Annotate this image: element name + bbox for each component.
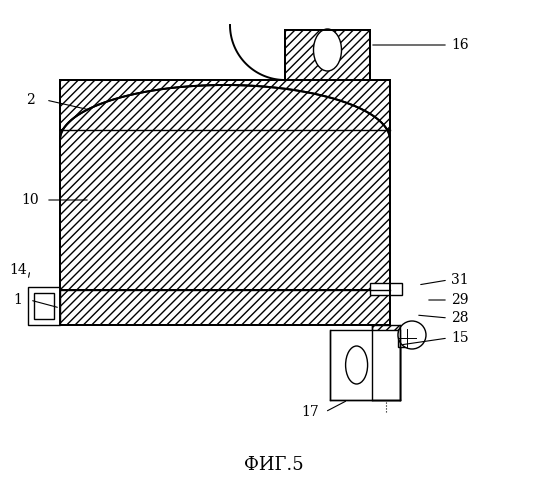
Polygon shape <box>60 290 390 325</box>
Polygon shape <box>60 85 390 290</box>
Ellipse shape <box>313 29 341 71</box>
Polygon shape <box>285 30 370 80</box>
Text: 31: 31 <box>451 273 469 287</box>
Text: 14: 14 <box>9 263 27 277</box>
Bar <box>370 283 402 295</box>
Circle shape <box>398 321 426 349</box>
Text: 29: 29 <box>451 293 469 307</box>
Text: 16: 16 <box>451 38 469 52</box>
Bar <box>34 293 54 319</box>
Text: 2: 2 <box>26 93 35 107</box>
Polygon shape <box>60 80 390 130</box>
Text: 28: 28 <box>451 311 469 325</box>
Ellipse shape <box>346 346 368 384</box>
Bar <box>28 287 60 325</box>
Text: 1: 1 <box>14 293 23 307</box>
Text: 17: 17 <box>301 405 319 419</box>
Text: 10: 10 <box>21 193 39 207</box>
Bar <box>398 329 416 347</box>
Text: ФИГ.5: ФИГ.5 <box>244 456 304 474</box>
Text: 15: 15 <box>451 331 469 345</box>
Bar <box>330 330 400 400</box>
Polygon shape <box>372 325 400 400</box>
